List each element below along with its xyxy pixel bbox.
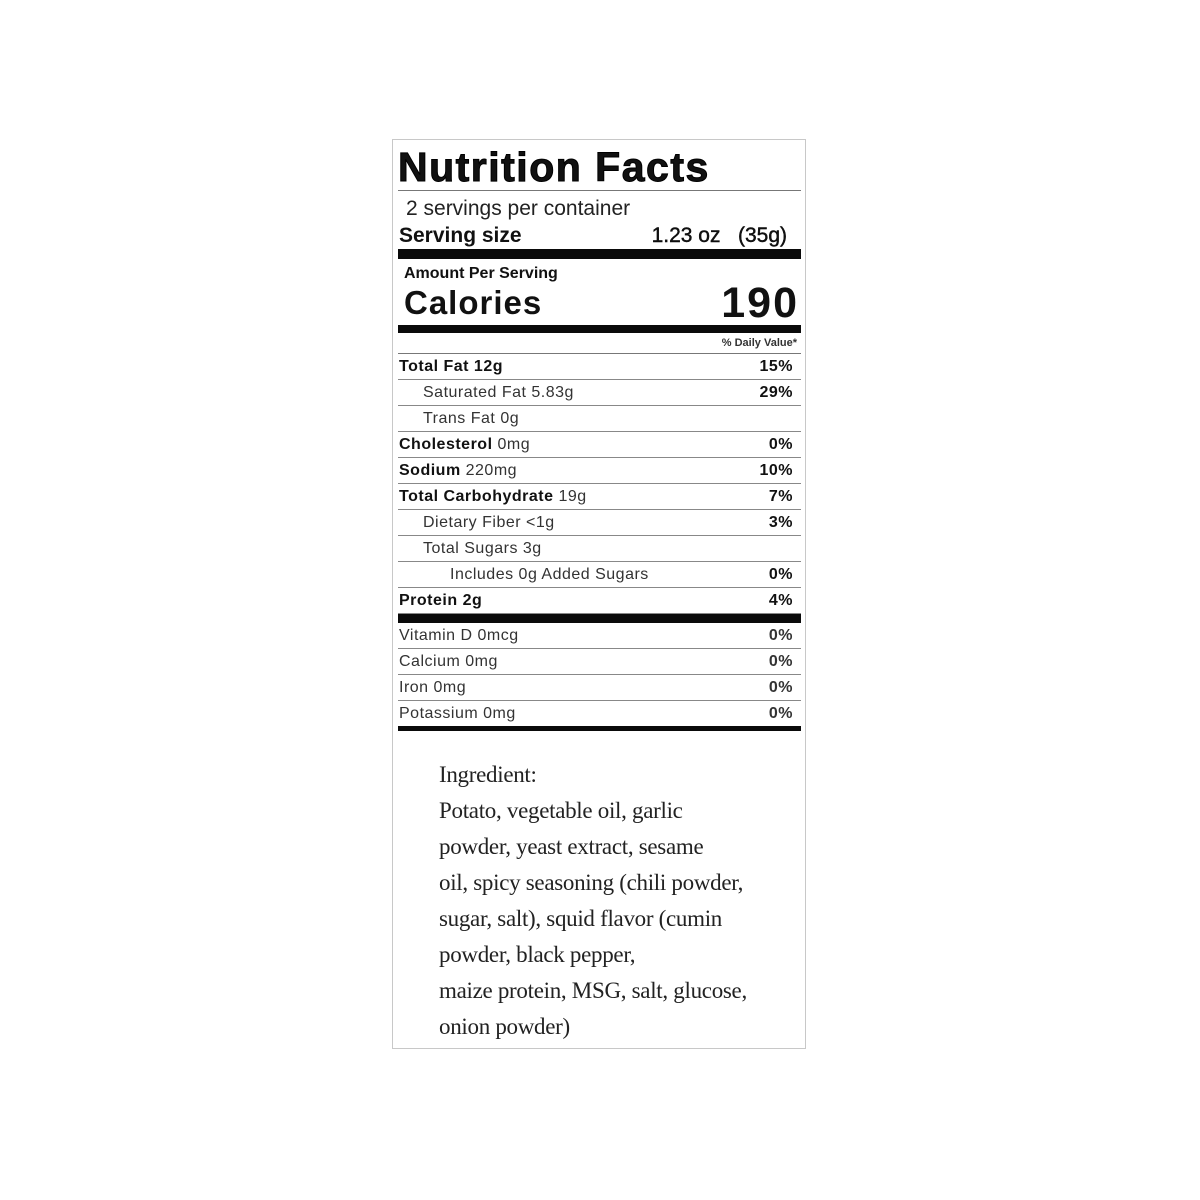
- calories-value: 190: [721, 279, 799, 327]
- amount-per-serving: Amount Per Serving: [404, 265, 558, 282]
- nutrient-name: Total Carbohydrate: [399, 488, 554, 505]
- vitamin-daily-value: 0%: [768, 627, 793, 644]
- ingredients-line: oil, spicy seasoning (chili powder,: [439, 870, 744, 895]
- nutrient-name: Cholesterol: [399, 436, 493, 453]
- nutrient-label: Total Sugars 3g: [423, 536, 542, 561]
- nutrient-amount: Total Sugars 3g: [423, 540, 542, 557]
- nutrient-label: Saturated Fat 5.83g: [423, 380, 574, 405]
- nutrient-row: Includes 0g Added Sugars 0%: [398, 562, 801, 588]
- ingredients-text: Potato, vegetable oil, garlic powder, yea…: [439, 793, 789, 1045]
- ingredients-line: powder, black pepper,: [439, 942, 636, 967]
- nutrient-label: Includes 0g Added Sugars: [450, 562, 649, 587]
- nutrition-facts-label: Nutrition Facts 2 servings per container…: [392, 139, 806, 1049]
- nutrient-label: Dietary Fiber <1g: [423, 510, 555, 535]
- nutrient-amount: Includes 0g Added Sugars: [450, 566, 649, 583]
- calories-row: Calories 190: [398, 279, 801, 327]
- medium-divider: [398, 726, 801, 731]
- nutrient-row: Sodium 220mg 10%: [398, 458, 801, 484]
- nutrient-daily-value: 0%: [768, 436, 793, 453]
- serving-size: Serving size 1.23 oz (35g): [398, 223, 801, 249]
- divider: [398, 190, 801, 191]
- nutrient-daily-value: 7%: [768, 488, 793, 505]
- nutrient-name: Sodium: [399, 462, 461, 479]
- vitamin-row: Potassium 0mg 0%: [398, 701, 801, 726]
- nutrient-daily-value: 10%: [759, 462, 793, 479]
- vitamin-label: Potassium 0mg: [399, 705, 516, 722]
- vitamin-row: Iron 0mg 0%: [398, 675, 801, 701]
- nutrient-row: Dietary Fiber <1g 3%: [398, 510, 801, 536]
- nutrient-row: Saturated Fat 5.83g 29%: [398, 380, 801, 406]
- nutrient-label: Total Fat 12g: [399, 354, 503, 379]
- vitamin-daily-value: 0%: [768, 705, 793, 722]
- nutrient-list: Total Fat 12g 15% Saturated Fat 5.83g 29% Tr…: [398, 354, 801, 614]
- vitamin-daily-value: 0%: [768, 679, 793, 696]
- ingredients-line: Potato, vegetable oil, garlic: [439, 798, 683, 823]
- ingredients-heading: Ingredient:: [439, 762, 537, 787]
- serving-size-value: 1.23 oz (35g): [651, 224, 787, 247]
- nutrient-row: Trans Fat 0g: [398, 406, 801, 432]
- nutrient-label: Sodium 220mg: [399, 458, 517, 483]
- ingredients-line: onion powder): [439, 1014, 570, 1039]
- nutrient-row: Cholesterol 0mg 0%: [398, 432, 801, 458]
- thick-divider: [398, 325, 801, 333]
- ingredients: Ingredient: Potato, vegetable oil, garli…: [439, 757, 789, 1045]
- nutrient-label: Total Carbohydrate 19g: [399, 484, 587, 509]
- vitamin-label: Vitamin D 0mcg: [399, 627, 519, 644]
- nutrient-row: Total Sugars 3g: [398, 536, 801, 562]
- nutrient-row: Protein 2g 4%: [398, 588, 801, 614]
- nutrient-amount: 19g: [553, 488, 587, 505]
- nutrient-row: Total Carbohydrate 19g 7%: [398, 484, 801, 510]
- thick-divider: [398, 249, 801, 259]
- nutrient-daily-value: 15%: [759, 358, 793, 375]
- vitamin-daily-value: 0%: [768, 653, 793, 670]
- ingredients-line: powder, yeast extract, sesame: [439, 834, 704, 859]
- nutrient-amount: 220mg: [460, 462, 518, 479]
- nutrient-label: Trans Fat 0g: [423, 406, 519, 431]
- ingredients-line: maize protein, MSG, salt, glucose,: [439, 978, 747, 1003]
- nutrient-name: Protein 2g: [399, 592, 483, 609]
- nutrient-label: Cholesterol 0mg: [399, 432, 530, 457]
- serving-size-label: Serving size: [399, 224, 522, 247]
- vitamin-row: Vitamin D 0mcg 0%: [398, 623, 801, 649]
- thick-divider: [398, 614, 801, 623]
- servings-per-container: 2 servings per container: [406, 197, 631, 220]
- vitamin-label: Iron 0mg: [399, 679, 467, 696]
- vitamin-list: Vitamin D 0mcg 0% Calcium 0mg 0% Iron 0mg 0% P…: [398, 623, 801, 726]
- nutrient-amount: Saturated Fat 5.83g: [423, 384, 574, 401]
- daily-value-header: % Daily Value*: [721, 337, 797, 349]
- nutrient-daily-value: 4%: [768, 592, 793, 609]
- ingredients-line: sugar, salt), squid flavor (cumin: [439, 906, 723, 931]
- vitamin-label: Calcium 0mg: [399, 653, 498, 670]
- nutrient-row: Total Fat 12g 15%: [398, 354, 801, 380]
- calories-label: Calories: [404, 284, 543, 321]
- label-title: Nutrition Facts: [398, 144, 710, 191]
- nutrient-daily-value: 0%: [768, 566, 793, 583]
- nutrient-amount: Trans Fat 0g: [423, 410, 520, 427]
- divider: [398, 353, 801, 354]
- nutrient-daily-value: 3%: [768, 514, 793, 531]
- vitamin-row: Calcium 0mg 0%: [398, 649, 801, 675]
- nutrient-daily-value: 29%: [759, 384, 793, 401]
- nutrient-amount: 0mg: [492, 436, 531, 453]
- nutrient-name: Total Fat 12g: [399, 358, 503, 375]
- nutrient-label: Protein 2g: [399, 588, 482, 613]
- nutrient-amount: Dietary Fiber <1g: [423, 514, 555, 531]
